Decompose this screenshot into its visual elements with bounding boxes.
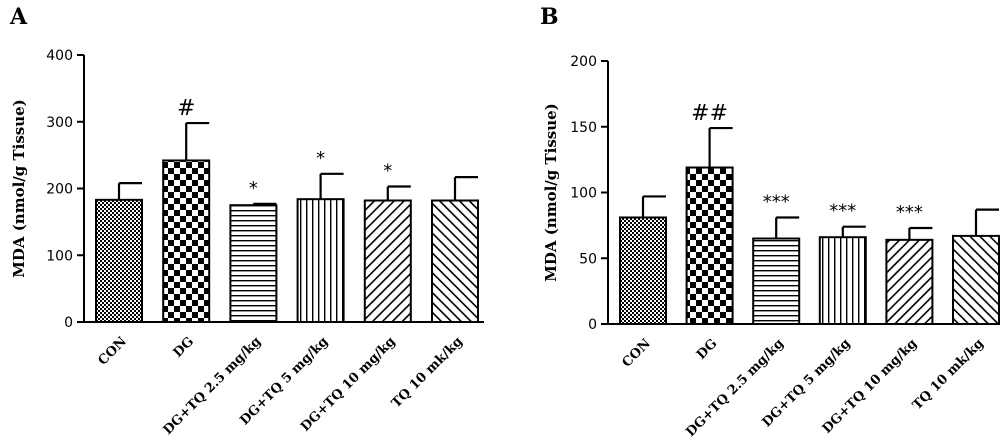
- significance-marker: *: [249, 178, 258, 199]
- bar: [229, 204, 278, 323]
- y-tick-label: 0: [588, 317, 597, 333]
- y-tick-label: 200: [570, 54, 597, 70]
- bar: [885, 238, 934, 325]
- y-axis-label: MDA (nmol/g Tissue): [10, 99, 28, 278]
- bar: [95, 198, 143, 323]
- chart-panel-a: A 0 100 200 300 400 MDA (nmol/g Tissue) CON # DG *…: [9, 4, 484, 438]
- significance-marker: ##: [691, 101, 728, 126]
- category-label: CON: [95, 334, 129, 368]
- significance-marker: ***: [829, 201, 856, 222]
- y-axis-label: MDA (nmol/g Tissue): [542, 103, 560, 282]
- category-label: DG: [171, 334, 197, 360]
- y-tick-label: 0: [64, 315, 73, 331]
- bar: [296, 198, 345, 323]
- significance-marker: *: [383, 160, 392, 181]
- bar: [752, 237, 801, 325]
- bar: [363, 199, 412, 323]
- significance-marker: *: [316, 148, 325, 169]
- bar: [431, 199, 479, 323]
- y-tick-label: 50: [579, 251, 597, 267]
- y-tick-label: 100: [46, 248, 73, 264]
- bar: [685, 166, 734, 325]
- category-label: TQ 10 mk/kg: [910, 336, 987, 413]
- y-tick-label: 200: [46, 182, 73, 198]
- category-label: TQ 10 mk/kg: [389, 334, 466, 411]
- bar: [619, 216, 667, 325]
- category-label: CON: [619, 336, 653, 370]
- chart-panel-b: B 0 50 100 150 200 MDA (nmol/g Tissue) CON ## DG *…: [540, 4, 1000, 440]
- panel-label: B: [540, 4, 559, 30]
- panel-label: A: [9, 4, 28, 30]
- y-tick-label: 150: [570, 120, 597, 136]
- y-tick-label: 300: [46, 115, 73, 131]
- significance-marker: ***: [763, 191, 790, 212]
- significance-marker: ***: [896, 202, 923, 223]
- bar: [818, 236, 867, 326]
- category-label: DG: [694, 336, 720, 362]
- y-tick-label: 400: [46, 48, 73, 64]
- significance-marker: #: [177, 96, 195, 121]
- bar: [952, 234, 1000, 326]
- y-tick-label: 100: [570, 186, 597, 202]
- bar: [162, 159, 211, 323]
